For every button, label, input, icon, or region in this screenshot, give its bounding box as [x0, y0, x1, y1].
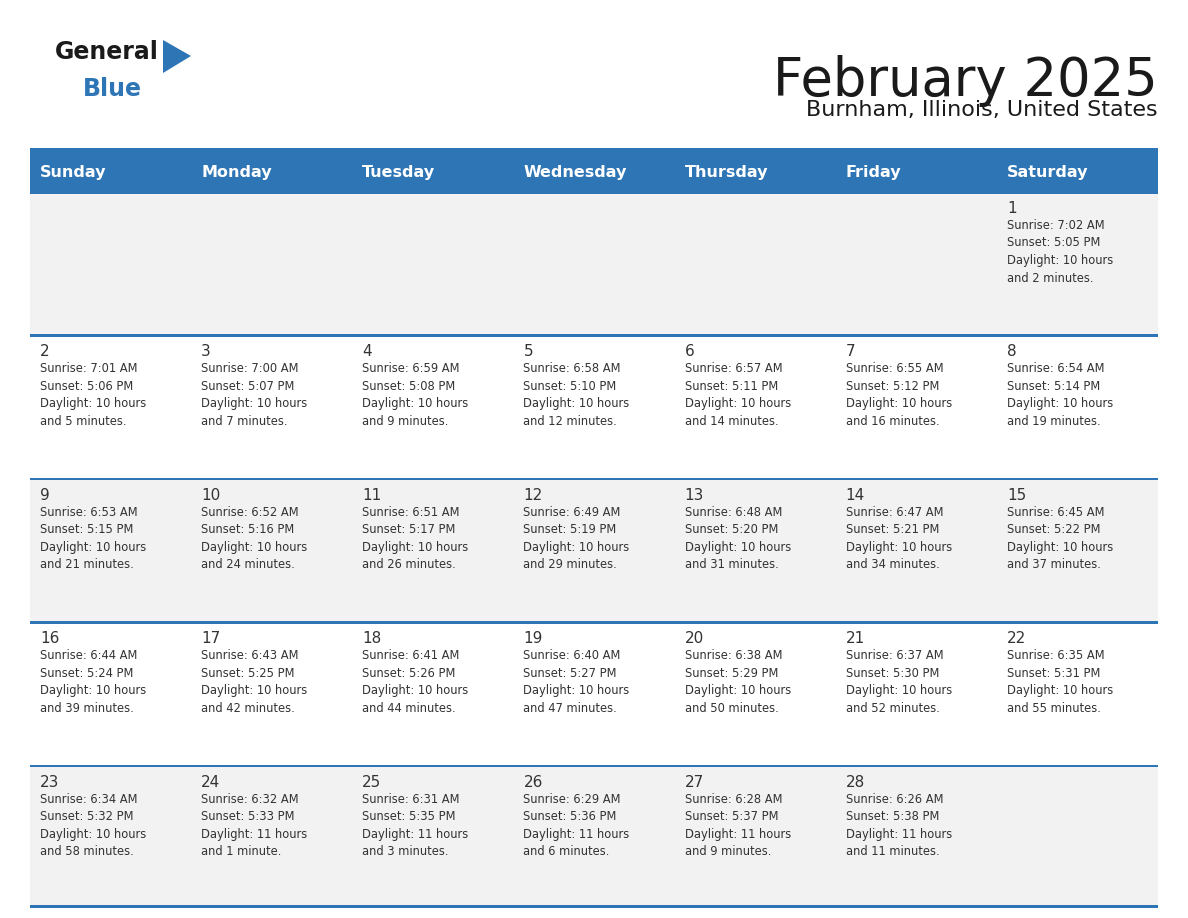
- Text: Sunrise: 6:31 AM
Sunset: 5:35 PM
Daylight: 11 hours
and 3 minutes.: Sunrise: 6:31 AM Sunset: 5:35 PM Dayligh…: [362, 792, 468, 858]
- Text: Sunrise: 6:45 AM
Sunset: 5:22 PM
Daylight: 10 hours
and 37 minutes.: Sunrise: 6:45 AM Sunset: 5:22 PM Dayligh…: [1007, 506, 1113, 571]
- Text: 24: 24: [201, 775, 221, 789]
- Text: 25: 25: [362, 775, 381, 789]
- Text: 28: 28: [846, 775, 865, 789]
- Text: Sunrise: 6:34 AM
Sunset: 5:32 PM
Daylight: 10 hours
and 58 minutes.: Sunrise: 6:34 AM Sunset: 5:32 PM Dayligh…: [40, 792, 146, 858]
- Text: Sunrise: 6:44 AM
Sunset: 5:24 PM
Daylight: 10 hours
and 39 minutes.: Sunrise: 6:44 AM Sunset: 5:24 PM Dayligh…: [40, 649, 146, 715]
- Text: Sunrise: 6:52 AM
Sunset: 5:16 PM
Daylight: 10 hours
and 24 minutes.: Sunrise: 6:52 AM Sunset: 5:16 PM Dayligh…: [201, 506, 308, 571]
- Text: Saturday: Saturday: [1007, 164, 1088, 180]
- Text: Sunrise: 7:02 AM
Sunset: 5:05 PM
Daylight: 10 hours
and 2 minutes.: Sunrise: 7:02 AM Sunset: 5:05 PM Dayligh…: [1007, 219, 1113, 285]
- Text: 13: 13: [684, 487, 704, 503]
- Text: 23: 23: [40, 775, 59, 789]
- Text: Sunrise: 6:47 AM
Sunset: 5:21 PM
Daylight: 10 hours
and 34 minutes.: Sunrise: 6:47 AM Sunset: 5:21 PM Dayligh…: [846, 506, 952, 571]
- Text: 20: 20: [684, 632, 703, 646]
- Text: 12: 12: [524, 487, 543, 503]
- Text: Sunrise: 7:00 AM
Sunset: 5:07 PM
Daylight: 10 hours
and 7 minutes.: Sunrise: 7:00 AM Sunset: 5:07 PM Dayligh…: [201, 363, 308, 428]
- Text: Sunrise: 6:26 AM
Sunset: 5:38 PM
Daylight: 11 hours
and 11 minutes.: Sunrise: 6:26 AM Sunset: 5:38 PM Dayligh…: [846, 792, 952, 858]
- Bar: [30, 334, 1158, 477]
- Text: Sunrise: 6:54 AM
Sunset: 5:14 PM
Daylight: 10 hours
and 19 minutes.: Sunrise: 6:54 AM Sunset: 5:14 PM Dayligh…: [1007, 363, 1113, 428]
- Text: 18: 18: [362, 632, 381, 646]
- Text: 15: 15: [1007, 487, 1026, 503]
- Bar: [30, 765, 1158, 767]
- Bar: [30, 621, 1158, 765]
- Text: Sunrise: 6:32 AM
Sunset: 5:33 PM
Daylight: 11 hours
and 1 minute.: Sunrise: 6:32 AM Sunset: 5:33 PM Dayligh…: [201, 792, 308, 858]
- Text: 16: 16: [40, 632, 59, 646]
- Text: 2: 2: [40, 344, 50, 360]
- Text: Sunrise: 6:53 AM
Sunset: 5:15 PM
Daylight: 10 hours
and 21 minutes.: Sunrise: 6:53 AM Sunset: 5:15 PM Dayligh…: [40, 506, 146, 571]
- Text: 22: 22: [1007, 632, 1026, 646]
- Text: Sunrise: 7:01 AM
Sunset: 5:06 PM
Daylight: 10 hours
and 5 minutes.: Sunrise: 7:01 AM Sunset: 5:06 PM Dayligh…: [40, 363, 146, 428]
- Text: Monday: Monday: [201, 164, 272, 180]
- Text: 14: 14: [846, 487, 865, 503]
- Text: 27: 27: [684, 775, 703, 789]
- Polygon shape: [163, 40, 191, 73]
- Text: 10: 10: [201, 487, 221, 503]
- Text: Sunrise: 6:48 AM
Sunset: 5:20 PM
Daylight: 10 hours
and 31 minutes.: Sunrise: 6:48 AM Sunset: 5:20 PM Dayligh…: [684, 506, 791, 571]
- Text: 7: 7: [846, 344, 855, 360]
- Text: 5: 5: [524, 344, 533, 360]
- Text: Blue: Blue: [83, 77, 143, 101]
- Bar: [30, 148, 1158, 153]
- Bar: [30, 477, 1158, 480]
- Text: 1: 1: [1007, 201, 1017, 216]
- Text: 11: 11: [362, 487, 381, 503]
- Text: 4: 4: [362, 344, 372, 360]
- Bar: [30, 191, 1158, 194]
- Text: 3: 3: [201, 344, 211, 360]
- Text: Tuesday: Tuesday: [362, 164, 436, 180]
- Text: 19: 19: [524, 632, 543, 646]
- Bar: [30, 334, 1158, 337]
- Text: Sunrise: 6:51 AM
Sunset: 5:17 PM
Daylight: 10 hours
and 26 minutes.: Sunrise: 6:51 AM Sunset: 5:17 PM Dayligh…: [362, 506, 468, 571]
- Bar: [30, 621, 1158, 623]
- Text: Friday: Friday: [846, 164, 902, 180]
- Text: Sunrise: 6:43 AM
Sunset: 5:25 PM
Daylight: 10 hours
and 42 minutes.: Sunrise: 6:43 AM Sunset: 5:25 PM Dayligh…: [201, 649, 308, 715]
- Text: Thursday: Thursday: [684, 164, 769, 180]
- Text: 8: 8: [1007, 344, 1017, 360]
- Text: Sunrise: 6:49 AM
Sunset: 5:19 PM
Daylight: 10 hours
and 29 minutes.: Sunrise: 6:49 AM Sunset: 5:19 PM Dayligh…: [524, 506, 630, 571]
- Text: Sunrise: 6:41 AM
Sunset: 5:26 PM
Daylight: 10 hours
and 44 minutes.: Sunrise: 6:41 AM Sunset: 5:26 PM Dayligh…: [362, 649, 468, 715]
- Bar: [30, 191, 1158, 334]
- Bar: [30, 477, 1158, 621]
- Text: February 2025: February 2025: [773, 55, 1158, 107]
- Text: Sunrise: 6:57 AM
Sunset: 5:11 PM
Daylight: 10 hours
and 14 minutes.: Sunrise: 6:57 AM Sunset: 5:11 PM Dayligh…: [684, 363, 791, 428]
- Text: Sunrise: 6:28 AM
Sunset: 5:37 PM
Daylight: 11 hours
and 9 minutes.: Sunrise: 6:28 AM Sunset: 5:37 PM Dayligh…: [684, 792, 791, 858]
- Text: Sunrise: 6:58 AM
Sunset: 5:10 PM
Daylight: 10 hours
and 12 minutes.: Sunrise: 6:58 AM Sunset: 5:10 PM Dayligh…: [524, 363, 630, 428]
- Text: Sunday: Sunday: [40, 164, 107, 180]
- Text: Burnham, Illinois, United States: Burnham, Illinois, United States: [807, 100, 1158, 120]
- Bar: [30, 153, 1158, 191]
- Text: Sunrise: 6:40 AM
Sunset: 5:27 PM
Daylight: 10 hours
and 47 minutes.: Sunrise: 6:40 AM Sunset: 5:27 PM Dayligh…: [524, 649, 630, 715]
- Text: Sunrise: 6:38 AM
Sunset: 5:29 PM
Daylight: 10 hours
and 50 minutes.: Sunrise: 6:38 AM Sunset: 5:29 PM Dayligh…: [684, 649, 791, 715]
- Text: 26: 26: [524, 775, 543, 789]
- Text: Sunrise: 6:35 AM
Sunset: 5:31 PM
Daylight: 10 hours
and 55 minutes.: Sunrise: 6:35 AM Sunset: 5:31 PM Dayligh…: [1007, 649, 1113, 715]
- Text: General: General: [55, 40, 159, 64]
- Bar: [30, 905, 1158, 908]
- Text: Sunrise: 6:59 AM
Sunset: 5:08 PM
Daylight: 10 hours
and 9 minutes.: Sunrise: 6:59 AM Sunset: 5:08 PM Dayligh…: [362, 363, 468, 428]
- Text: Sunrise: 6:37 AM
Sunset: 5:30 PM
Daylight: 10 hours
and 52 minutes.: Sunrise: 6:37 AM Sunset: 5:30 PM Dayligh…: [846, 649, 952, 715]
- Text: 17: 17: [201, 632, 221, 646]
- Bar: [30, 765, 1158, 908]
- Text: Wednesday: Wednesday: [524, 164, 627, 180]
- Text: Sunrise: 6:29 AM
Sunset: 5:36 PM
Daylight: 11 hours
and 6 minutes.: Sunrise: 6:29 AM Sunset: 5:36 PM Dayligh…: [524, 792, 630, 858]
- Text: 6: 6: [684, 344, 694, 360]
- Text: 9: 9: [40, 487, 50, 503]
- Text: 21: 21: [846, 632, 865, 646]
- Text: Sunrise: 6:55 AM
Sunset: 5:12 PM
Daylight: 10 hours
and 16 minutes.: Sunrise: 6:55 AM Sunset: 5:12 PM Dayligh…: [846, 363, 952, 428]
